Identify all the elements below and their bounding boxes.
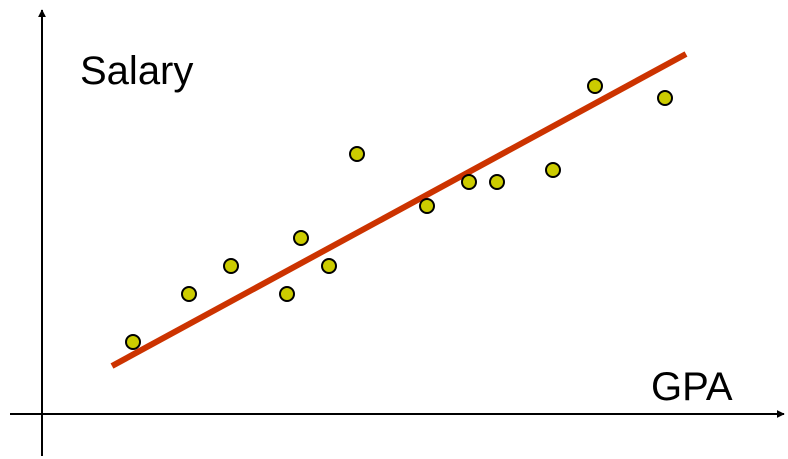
- data-point-7: [349, 146, 365, 162]
- data-point-4: [279, 286, 295, 302]
- data-point-1: [125, 334, 141, 350]
- data-points: [125, 78, 673, 350]
- data-point-9: [461, 174, 477, 190]
- data-point-2: [181, 286, 197, 302]
- data-point-6: [321, 258, 337, 274]
- data-point-13: [657, 90, 673, 106]
- trend-line: [110, 51, 688, 369]
- y-axis-label: Salary: [80, 49, 193, 93]
- data-point-11: [545, 162, 561, 178]
- data-point-3: [223, 258, 239, 274]
- data-point-12: [587, 78, 603, 94]
- data-point-10: [489, 174, 505, 190]
- data-point-8: [419, 198, 435, 214]
- x-axis-label: GPA: [651, 365, 733, 409]
- data-point-5: [293, 230, 309, 246]
